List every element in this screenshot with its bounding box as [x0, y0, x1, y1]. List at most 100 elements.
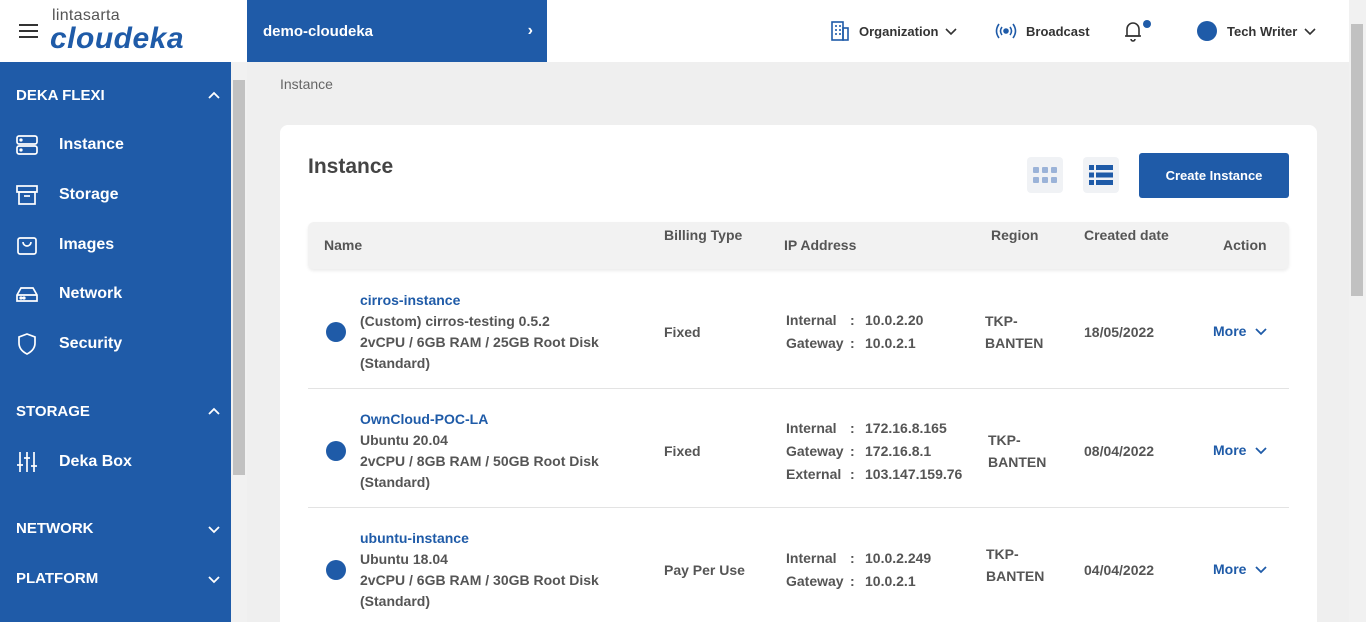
sidebar-item-label: Deka Box	[59, 453, 132, 470]
organization-dropdown[interactable]: Organization	[829, 18, 958, 44]
column-header-created[interactable]: Created date	[1084, 227, 1169, 243]
more-actions-button[interactable]: More	[1213, 442, 1268, 458]
sidebar-scrollbar[interactable]	[231, 62, 247, 622]
server-icon	[16, 134, 38, 156]
scrollbar-thumb[interactable]	[233, 80, 245, 475]
column-header-action: Action	[1223, 237, 1267, 253]
sidebar-item-label: Security	[59, 335, 123, 352]
table-row: ubuntu-instance Ubuntu 18.04 2vCPU / 6GB…	[308, 508, 1289, 622]
billing-type: Pay Per Use	[664, 562, 745, 578]
ip-separator: :	[850, 550, 855, 566]
more-label: More	[1213, 561, 1247, 577]
project-name: demo-cloudeka	[263, 22, 374, 40]
region: BANTEN	[986, 568, 1045, 584]
created-date: 08/04/2022	[1084, 443, 1155, 459]
bell-icon	[1125, 22, 1141, 42]
region: TKP-	[988, 432, 1021, 448]
ip-separator: :	[850, 312, 855, 328]
building-icon	[831, 21, 849, 41]
instance-tier: (Standard)	[360, 355, 430, 371]
ip-label: Internal	[786, 312, 837, 328]
ip-separator: :	[850, 573, 855, 589]
user-name: Tech Writer	[1227, 23, 1298, 39]
archive-icon	[16, 184, 38, 206]
column-header-billing[interactable]: Billing Type	[664, 227, 743, 243]
notifications-button[interactable]	[1123, 18, 1151, 44]
chevron-right-icon: ›	[527, 22, 533, 39]
region: TKP-	[985, 313, 1018, 329]
ip-value: 172.16.8.165	[865, 420, 947, 436]
instance-image: (Custom) cirros-testing 0.5.2	[360, 313, 550, 329]
sidebar-item-images[interactable]: Images	[16, 230, 221, 260]
ip-label: Gateway	[786, 443, 844, 459]
broadcast-button[interactable]: Broadcast	[994, 18, 1090, 44]
created-date: 04/04/2022	[1084, 562, 1155, 578]
instance-name-link[interactable]: cirros-instance	[360, 292, 461, 308]
sidebar-item-deka-box[interactable]: Deka Box	[16, 447, 221, 477]
ip-separator: :	[850, 335, 855, 351]
more-label: More	[1213, 323, 1247, 339]
more-label: More	[1213, 442, 1247, 458]
hard-drive-icon	[16, 283, 38, 305]
ip-label: Gateway	[786, 335, 844, 351]
ip-label: Internal	[786, 420, 837, 436]
ip-value: 10.0.2.20	[865, 312, 924, 328]
organization-label: Organization	[859, 23, 939, 39]
broadcast-label: Broadcast	[1026, 23, 1090, 39]
chevron-down-icon	[1304, 28, 1316, 36]
shopping-bag-icon	[16, 234, 38, 256]
instance-spec: 2vCPU / 6GB RAM / 25GB Root Disk	[360, 334, 599, 350]
section-title: DEKA FLEXI	[16, 87, 105, 104]
scrollbar-thumb[interactable]	[1351, 24, 1363, 296]
sliders-icon	[16, 451, 38, 473]
ip-value: 10.0.2.1	[865, 335, 916, 351]
region: BANTEN	[985, 335, 1044, 351]
logo-subtitle: lintasarta	[52, 7, 120, 24]
logo: cloudeka	[50, 22, 185, 55]
sidebar-section-network[interactable]: NETWORK	[16, 520, 221, 537]
ip-value: 10.0.2.249	[865, 550, 932, 566]
sidebar: DEKA FLEXI Instance Storage Images Netwo…	[0, 62, 231, 622]
menu-icon[interactable]	[19, 24, 38, 38]
status-indicator	[326, 560, 346, 580]
chevron-down-icon	[1255, 566, 1268, 574]
instance-spec: 2vCPU / 8GB RAM / 50GB Root Disk	[360, 453, 599, 469]
page-title: Instance	[308, 155, 394, 178]
sidebar-section-storage[interactable]: STORAGE	[16, 403, 221, 420]
project-selector[interactable]: demo-cloudeka ›	[247, 0, 547, 62]
created-date: 18/05/2022	[1084, 324, 1155, 340]
sidebar-section-deka-flexi[interactable]: DEKA FLEXI	[16, 87, 221, 104]
top-header: lintasarta cloudeka demo-cloudeka › Orga…	[0, 0, 1366, 62]
sidebar-item-instance[interactable]: Instance	[16, 130, 221, 160]
ip-label: External	[786, 466, 842, 482]
sidebar-item-label: Images	[59, 236, 115, 253]
instance-name-link[interactable]: ubuntu-instance	[360, 530, 469, 546]
more-actions-button[interactable]: More	[1213, 561, 1268, 577]
ip-value: 172.16.8.1	[865, 443, 932, 459]
breadcrumb: Instance	[280, 76, 333, 92]
shield-icon	[16, 333, 38, 355]
user-menu[interactable]: Tech Writer	[1197, 18, 1317, 44]
main-scrollbar[interactable]	[1349, 0, 1366, 622]
instance-name-link[interactable]: OwnCloud-POC-LA	[360, 411, 489, 427]
list-view-button[interactable]	[1083, 157, 1119, 193]
table-row: OwnCloud-POC-LA Ubuntu 20.04 2vCPU / 8GB…	[308, 389, 1289, 508]
region: BANTEN	[988, 454, 1047, 470]
more-actions-button[interactable]: More	[1213, 323, 1268, 339]
column-header-region[interactable]: Region	[991, 227, 1039, 243]
chevron-up-icon	[208, 91, 220, 99]
avatar	[1197, 21, 1217, 41]
instance-spec: 2vCPU / 6GB RAM / 30GB Root Disk	[360, 572, 599, 588]
sidebar-item-security[interactable]: Security	[16, 329, 221, 359]
ip-separator: :	[850, 420, 855, 436]
column-header-ip[interactable]: IP Address	[784, 237, 857, 253]
column-header-name[interactable]: Name	[324, 237, 363, 253]
sidebar-item-storage[interactable]: Storage	[16, 180, 221, 210]
section-title: NETWORK	[16, 520, 94, 537]
create-instance-button[interactable]: Create Instance	[1139, 153, 1289, 198]
grid-view-button[interactable]	[1027, 157, 1063, 193]
sidebar-item-network[interactable]: Network	[16, 279, 221, 309]
sidebar-section-platform[interactable]: PLATFORM	[16, 570, 221, 587]
ip-label: Gateway	[786, 573, 844, 589]
list-icon	[1089, 165, 1113, 185]
